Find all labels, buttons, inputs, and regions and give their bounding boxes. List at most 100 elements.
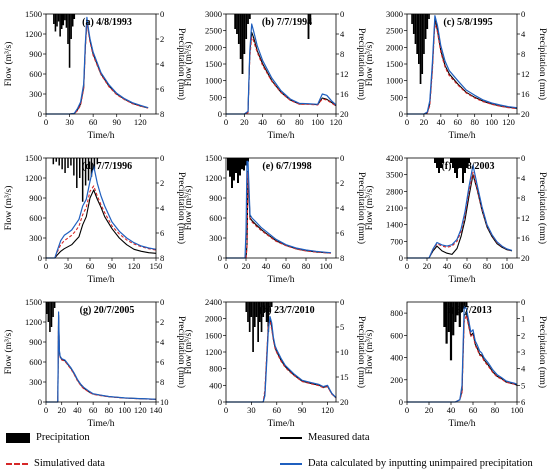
y2-tick-label: 4 bbox=[521, 364, 526, 374]
x-axis-label: Time/h bbox=[448, 419, 475, 429]
y2-axis-label: Precipitation (mm) bbox=[537, 316, 548, 388]
y-tick-label: 2100 bbox=[386, 203, 403, 213]
legend-unimpaired-label: Data calculated by inputting unimpaired … bbox=[308, 458, 533, 469]
y2-tick-label: 0 bbox=[521, 9, 525, 19]
y2-axis-label: Precipitation (mm) bbox=[176, 28, 187, 100]
x-tick-label: 120 bbox=[134, 117, 147, 127]
precip-bar bbox=[445, 302, 448, 344]
y2-tick-label: 10 bbox=[160, 397, 169, 407]
precip-bar bbox=[264, 302, 266, 312]
precip-bar bbox=[257, 302, 259, 342]
precip-bar bbox=[267, 302, 270, 332]
x-tick-label: 120 bbox=[321, 405, 334, 415]
x-tick-label: 20 bbox=[420, 117, 429, 127]
y2-tick-label: 0 bbox=[340, 153, 344, 163]
y-axis-label: Flow (m³/s) bbox=[3, 42, 14, 87]
y-tick-label: 800 bbox=[390, 308, 403, 318]
y-tick-label: 0 bbox=[38, 397, 42, 407]
y2-tick-label: 0 bbox=[521, 297, 525, 307]
y2-tick-label: 15 bbox=[340, 372, 349, 382]
precip-bar bbox=[52, 158, 55, 165]
y-tick-label: 400 bbox=[390, 353, 403, 363]
precip-bar bbox=[462, 158, 464, 183]
x-axis-label: Time/h bbox=[448, 275, 475, 285]
series-unimpaired bbox=[407, 164, 513, 259]
x-tick-label: 120 bbox=[134, 405, 147, 415]
x-tick-label: 40 bbox=[447, 405, 456, 415]
y-axis-label: Flow (m³/s) bbox=[364, 42, 375, 87]
y2-tick-label: 16 bbox=[521, 233, 530, 243]
y2-axis-label: Precipitation (mm) bbox=[176, 316, 187, 388]
precip-bar bbox=[241, 14, 244, 74]
x-tick-label: 30 bbox=[65, 117, 74, 127]
x-tick-label: 30 bbox=[247, 405, 256, 415]
y-tick-label: 600 bbox=[209, 213, 222, 223]
precip-bar bbox=[59, 14, 61, 37]
plot-frame bbox=[45, 301, 157, 403]
y-tick-label: 0 bbox=[38, 109, 42, 119]
y2-tick-label: 5 bbox=[521, 380, 525, 390]
y-axis-label: Flow (m³/s) bbox=[364, 186, 375, 231]
precip-bar bbox=[449, 302, 453, 361]
figure-legend: Precipitation Measured data Simulatived … bbox=[0, 432, 550, 474]
precip-bar bbox=[70, 14, 72, 39]
y2-tick-label: 8 bbox=[160, 109, 164, 119]
precip-bar bbox=[46, 302, 48, 314]
x-tick-label: 80 bbox=[470, 117, 479, 127]
x-tick-label: 120 bbox=[128, 261, 141, 271]
series-unimpaired bbox=[226, 160, 332, 259]
y-tick-label: 1500 bbox=[205, 153, 222, 163]
precip-bar bbox=[309, 14, 312, 24]
precip-bar bbox=[49, 302, 51, 332]
y2-tick-label: 2 bbox=[340, 178, 344, 188]
y2-tick-label: 2 bbox=[160, 34, 164, 44]
y2-tick-label: 4 bbox=[521, 29, 526, 39]
x-axis-label: Time/h bbox=[448, 131, 475, 141]
y-tick-label: 400 bbox=[209, 380, 222, 390]
legend-unimpaired: Data calculated by inputting unimpaired … bbox=[280, 458, 533, 469]
y-tick-label: 1500 bbox=[25, 297, 42, 307]
x-axis-label: Time/h bbox=[267, 275, 294, 285]
x-tick-label: 140 bbox=[150, 405, 163, 415]
panel-title: (e) 6/7/1998 bbox=[262, 161, 311, 172]
precip-bar bbox=[243, 14, 246, 54]
x-tick-label: 60 bbox=[277, 117, 286, 127]
y-tick-label: 500 bbox=[390, 92, 403, 102]
y-axis-label: Flow (m³/s) bbox=[364, 330, 375, 375]
precip-bar bbox=[54, 14, 57, 32]
y-tick-label: 500 bbox=[209, 92, 222, 102]
x-tick-label: 20 bbox=[57, 405, 66, 415]
y2-tick-label: 4 bbox=[160, 203, 165, 213]
y-tick-label: 300 bbox=[29, 377, 42, 387]
series-unimpaired bbox=[46, 311, 157, 403]
precip-bar bbox=[247, 158, 249, 162]
panel-title: (a) 4/8/1993 bbox=[82, 17, 132, 28]
precip-bar bbox=[458, 302, 461, 327]
precip-bar bbox=[468, 158, 470, 163]
precip-bar bbox=[260, 302, 263, 332]
precip-bar bbox=[236, 14, 238, 34]
y2-tick-label: 2 bbox=[160, 178, 164, 188]
precip-bar bbox=[50, 302, 53, 327]
x-tick-label: 90 bbox=[108, 261, 117, 271]
y-tick-label: 1500 bbox=[205, 59, 222, 69]
y2-axis-label: Precipitation (mm) bbox=[356, 172, 367, 244]
precip-bar bbox=[253, 302, 256, 327]
y2-tick-label: 8 bbox=[521, 193, 525, 203]
y-tick-label: 3000 bbox=[205, 9, 222, 19]
y2-tick-label: 6 bbox=[160, 228, 164, 238]
precip-bar bbox=[78, 158, 81, 178]
precip-bar bbox=[229, 158, 231, 177]
series-unimpaired bbox=[226, 23, 337, 115]
y2-tick-label: 10 bbox=[340, 347, 349, 357]
chart-panel-3: 0 20 40 60 80 100 120 0 500 1000 1500 2000 2500 3000 0… bbox=[364, 9, 548, 141]
y2-tick-label: 8 bbox=[160, 253, 164, 263]
series-simulated bbox=[407, 314, 518, 403]
y-tick-label: 200 bbox=[390, 375, 403, 385]
series-simulated bbox=[226, 172, 332, 259]
chart-panel-6: 0 20 40 60 80 100 0 700 1400 2100 2800 3500 4200 0 4 8 1… bbox=[364, 153, 548, 285]
series-measured bbox=[46, 189, 157, 259]
x-tick-label: 0 bbox=[224, 405, 228, 415]
y2-tick-label: 3 bbox=[521, 347, 525, 357]
